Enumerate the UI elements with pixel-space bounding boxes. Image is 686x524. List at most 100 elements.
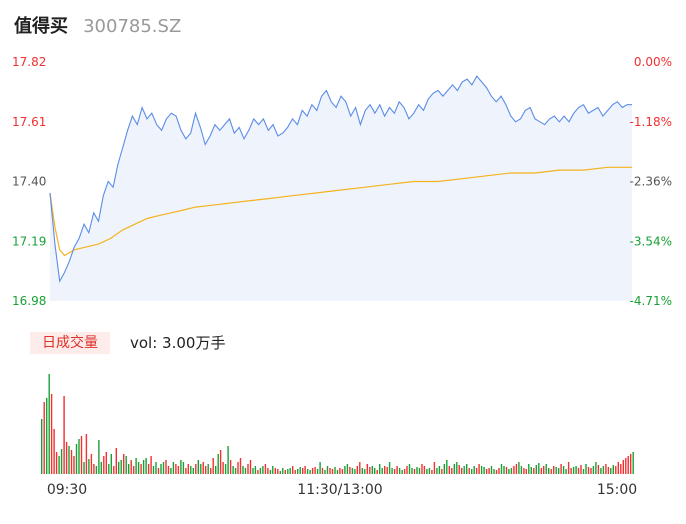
volume-bar-231 <box>615 466 617 474</box>
volume-bar-141 <box>391 468 393 474</box>
volume-bar-48 <box>160 464 162 474</box>
volume-bar-58 <box>185 468 187 474</box>
volume-bar-39 <box>137 462 140 474</box>
volume-bar-203 <box>545 464 547 474</box>
volume-bar-26 <box>105 452 107 474</box>
volume-bar-111 <box>316 469 319 474</box>
volume-bar-126 <box>354 469 356 474</box>
volume-bar-14 <box>75 444 78 474</box>
volume-bar-193 <box>520 466 523 474</box>
volume-bar-109 <box>311 468 314 474</box>
volume-bar-163 <box>446 460 448 474</box>
volume-bar-138 <box>384 466 386 474</box>
volume-bar-164 <box>448 466 450 474</box>
stock-code: 300785.SZ <box>83 16 182 37</box>
volume-bar-10 <box>65 442 68 474</box>
volume-bar-229 <box>610 468 612 474</box>
volume-bar-59 <box>187 464 189 474</box>
volume-bar-183 <box>495 470 498 474</box>
volume-bar-151 <box>416 467 418 474</box>
volume-bar-65 <box>202 462 204 474</box>
volume-bar-129 <box>361 468 363 474</box>
volume-bar-186 <box>503 466 505 474</box>
volume-bar-6 <box>55 452 58 474</box>
intraday-price-chart: 17.82 17.61 17.40 17.19 16.98 0.00% -1.18% -2.3… <box>12 55 672 308</box>
volume-bar-113 <box>321 468 324 474</box>
volume-bar-84 <box>249 460 252 474</box>
volume-bar-72 <box>219 450 222 474</box>
volume-bar-63 <box>197 460 199 474</box>
volume-bar-9 <box>63 396 65 474</box>
volume-bar-157 <box>431 470 433 474</box>
volume-bar-200 <box>538 463 540 474</box>
volume-bar-51 <box>167 466 170 474</box>
volume-bar-102 <box>294 470 296 474</box>
volume-bar-155 <box>426 469 428 474</box>
volume-bar-71 <box>217 454 219 474</box>
volume-bar-184 <box>498 468 500 474</box>
volume-bar-31 <box>118 462 120 474</box>
volume-bar-207 <box>555 467 557 474</box>
volume-bar-92 <box>269 470 272 474</box>
volume-bar-3 <box>48 374 50 474</box>
volume-bar-112 <box>319 462 321 474</box>
volume-bar-73 <box>222 462 224 474</box>
right-axis-tick-0: 0.00% <box>634 55 672 69</box>
volume-bar-223 <box>595 462 597 474</box>
volume-bar-68 <box>210 468 212 474</box>
right-axis-tick-2: -2.36% <box>630 175 672 189</box>
volume-bar-21 <box>93 464 95 474</box>
volume-bar-199 <box>535 465 537 474</box>
volume-bar-217 <box>580 465 582 474</box>
volume-bar-106 <box>304 466 306 474</box>
volume-bar-133 <box>371 466 373 474</box>
volume-bar-12 <box>70 450 73 474</box>
volume-bar-8 <box>60 449 63 474</box>
volume-bar-136 <box>379 464 381 474</box>
volume-bar-22 <box>95 466 98 474</box>
volume-bar-32 <box>120 460 122 474</box>
volume-panel-tag[interactable]: 日成交量 <box>30 332 110 354</box>
volume-bar-215 <box>575 466 577 474</box>
volume-bar-16 <box>80 436 83 474</box>
volume-bar-177 <box>480 466 483 474</box>
volume-bar-100 <box>289 468 291 474</box>
volume-bar-41 <box>142 460 145 474</box>
volume-bar-55 <box>177 466 180 474</box>
volume-bar-83 <box>247 464 249 474</box>
volume-bar-29 <box>113 466 115 474</box>
volume-bar-190 <box>513 466 515 474</box>
volume-bar-128 <box>359 462 361 474</box>
left-axis-tick-1: 17.61 <box>12 115 46 129</box>
volume-bar-42 <box>145 458 147 474</box>
volume-bar-135 <box>376 470 378 474</box>
volume-bar-201 <box>540 468 542 474</box>
volume-bar-85 <box>252 468 254 474</box>
volume-bar-7 <box>58 456 60 474</box>
volume-bar-81 <box>242 466 244 474</box>
volume-bar-213 <box>570 468 572 474</box>
volume-bar-125 <box>351 468 354 474</box>
volume-bar-28 <box>110 454 112 474</box>
volume-bar-122 <box>344 466 346 474</box>
volume-bar-33 <box>123 454 125 474</box>
left-axis-tick-2: 17.40 <box>12 175 46 189</box>
volume-bar-56 <box>180 460 182 474</box>
volume-bar-57 <box>182 462 185 474</box>
volume-bar-182 <box>493 469 495 474</box>
volume-bar-20 <box>90 454 93 474</box>
volume-bar-108 <box>309 470 311 474</box>
volume-bar-167 <box>456 462 458 474</box>
volume-bar-221 <box>590 468 592 474</box>
volume-bar-206 <box>553 466 555 474</box>
volume-bar-50 <box>165 460 167 474</box>
volume-bar-208 <box>558 468 560 474</box>
volume-readout: vol: 3.00万手 <box>130 334 226 352</box>
volume-bars-layer <box>41 374 634 474</box>
left-axis-tick-4: 16.98 <box>12 294 46 308</box>
volume-bar-98 <box>284 470 286 474</box>
volume-bar-197 <box>530 467 532 474</box>
volume-bar-187 <box>505 467 508 474</box>
volume-bar-198 <box>533 468 535 474</box>
time-label-2: 15:00 <box>597 482 637 498</box>
